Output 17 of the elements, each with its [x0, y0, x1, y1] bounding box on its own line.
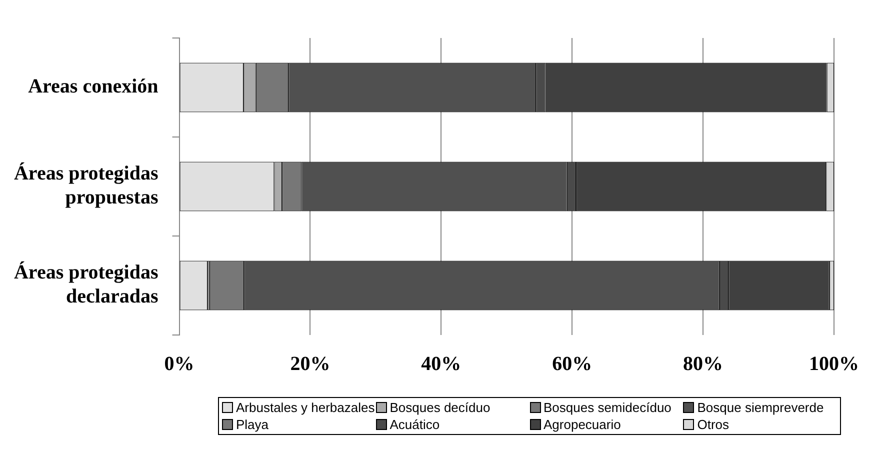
- legend-label: Arbustales y herbazales: [236, 400, 375, 415]
- x-tick-label: 60%: [552, 353, 592, 376]
- legend-label: Bosque siempreverde: [697, 400, 824, 415]
- legend-label: Bosques decíduo: [390, 400, 490, 415]
- x-tick-label: 20%: [290, 353, 330, 376]
- y-tick-label: Áreas protegidas declaradas: [14, 260, 158, 308]
- x-tick-label: 40%: [421, 353, 462, 376]
- legend-label: Playa: [236, 417, 269, 432]
- x-tick-label: 80%: [683, 353, 724, 376]
- legend-label: Acuático: [390, 417, 440, 432]
- x-tick-label: 0%: [164, 353, 194, 376]
- legend-label: Bosques semidecíduo: [544, 400, 672, 415]
- legend-label: Agropecuario: [544, 417, 621, 432]
- y-tick-label: Áreas protegidas propuestas: [14, 162, 158, 209]
- legend-label: Otros: [697, 417, 730, 432]
- y-tick-label: Areas conexión: [28, 76, 158, 98]
- x-tick-label: 100%: [809, 353, 859, 376]
